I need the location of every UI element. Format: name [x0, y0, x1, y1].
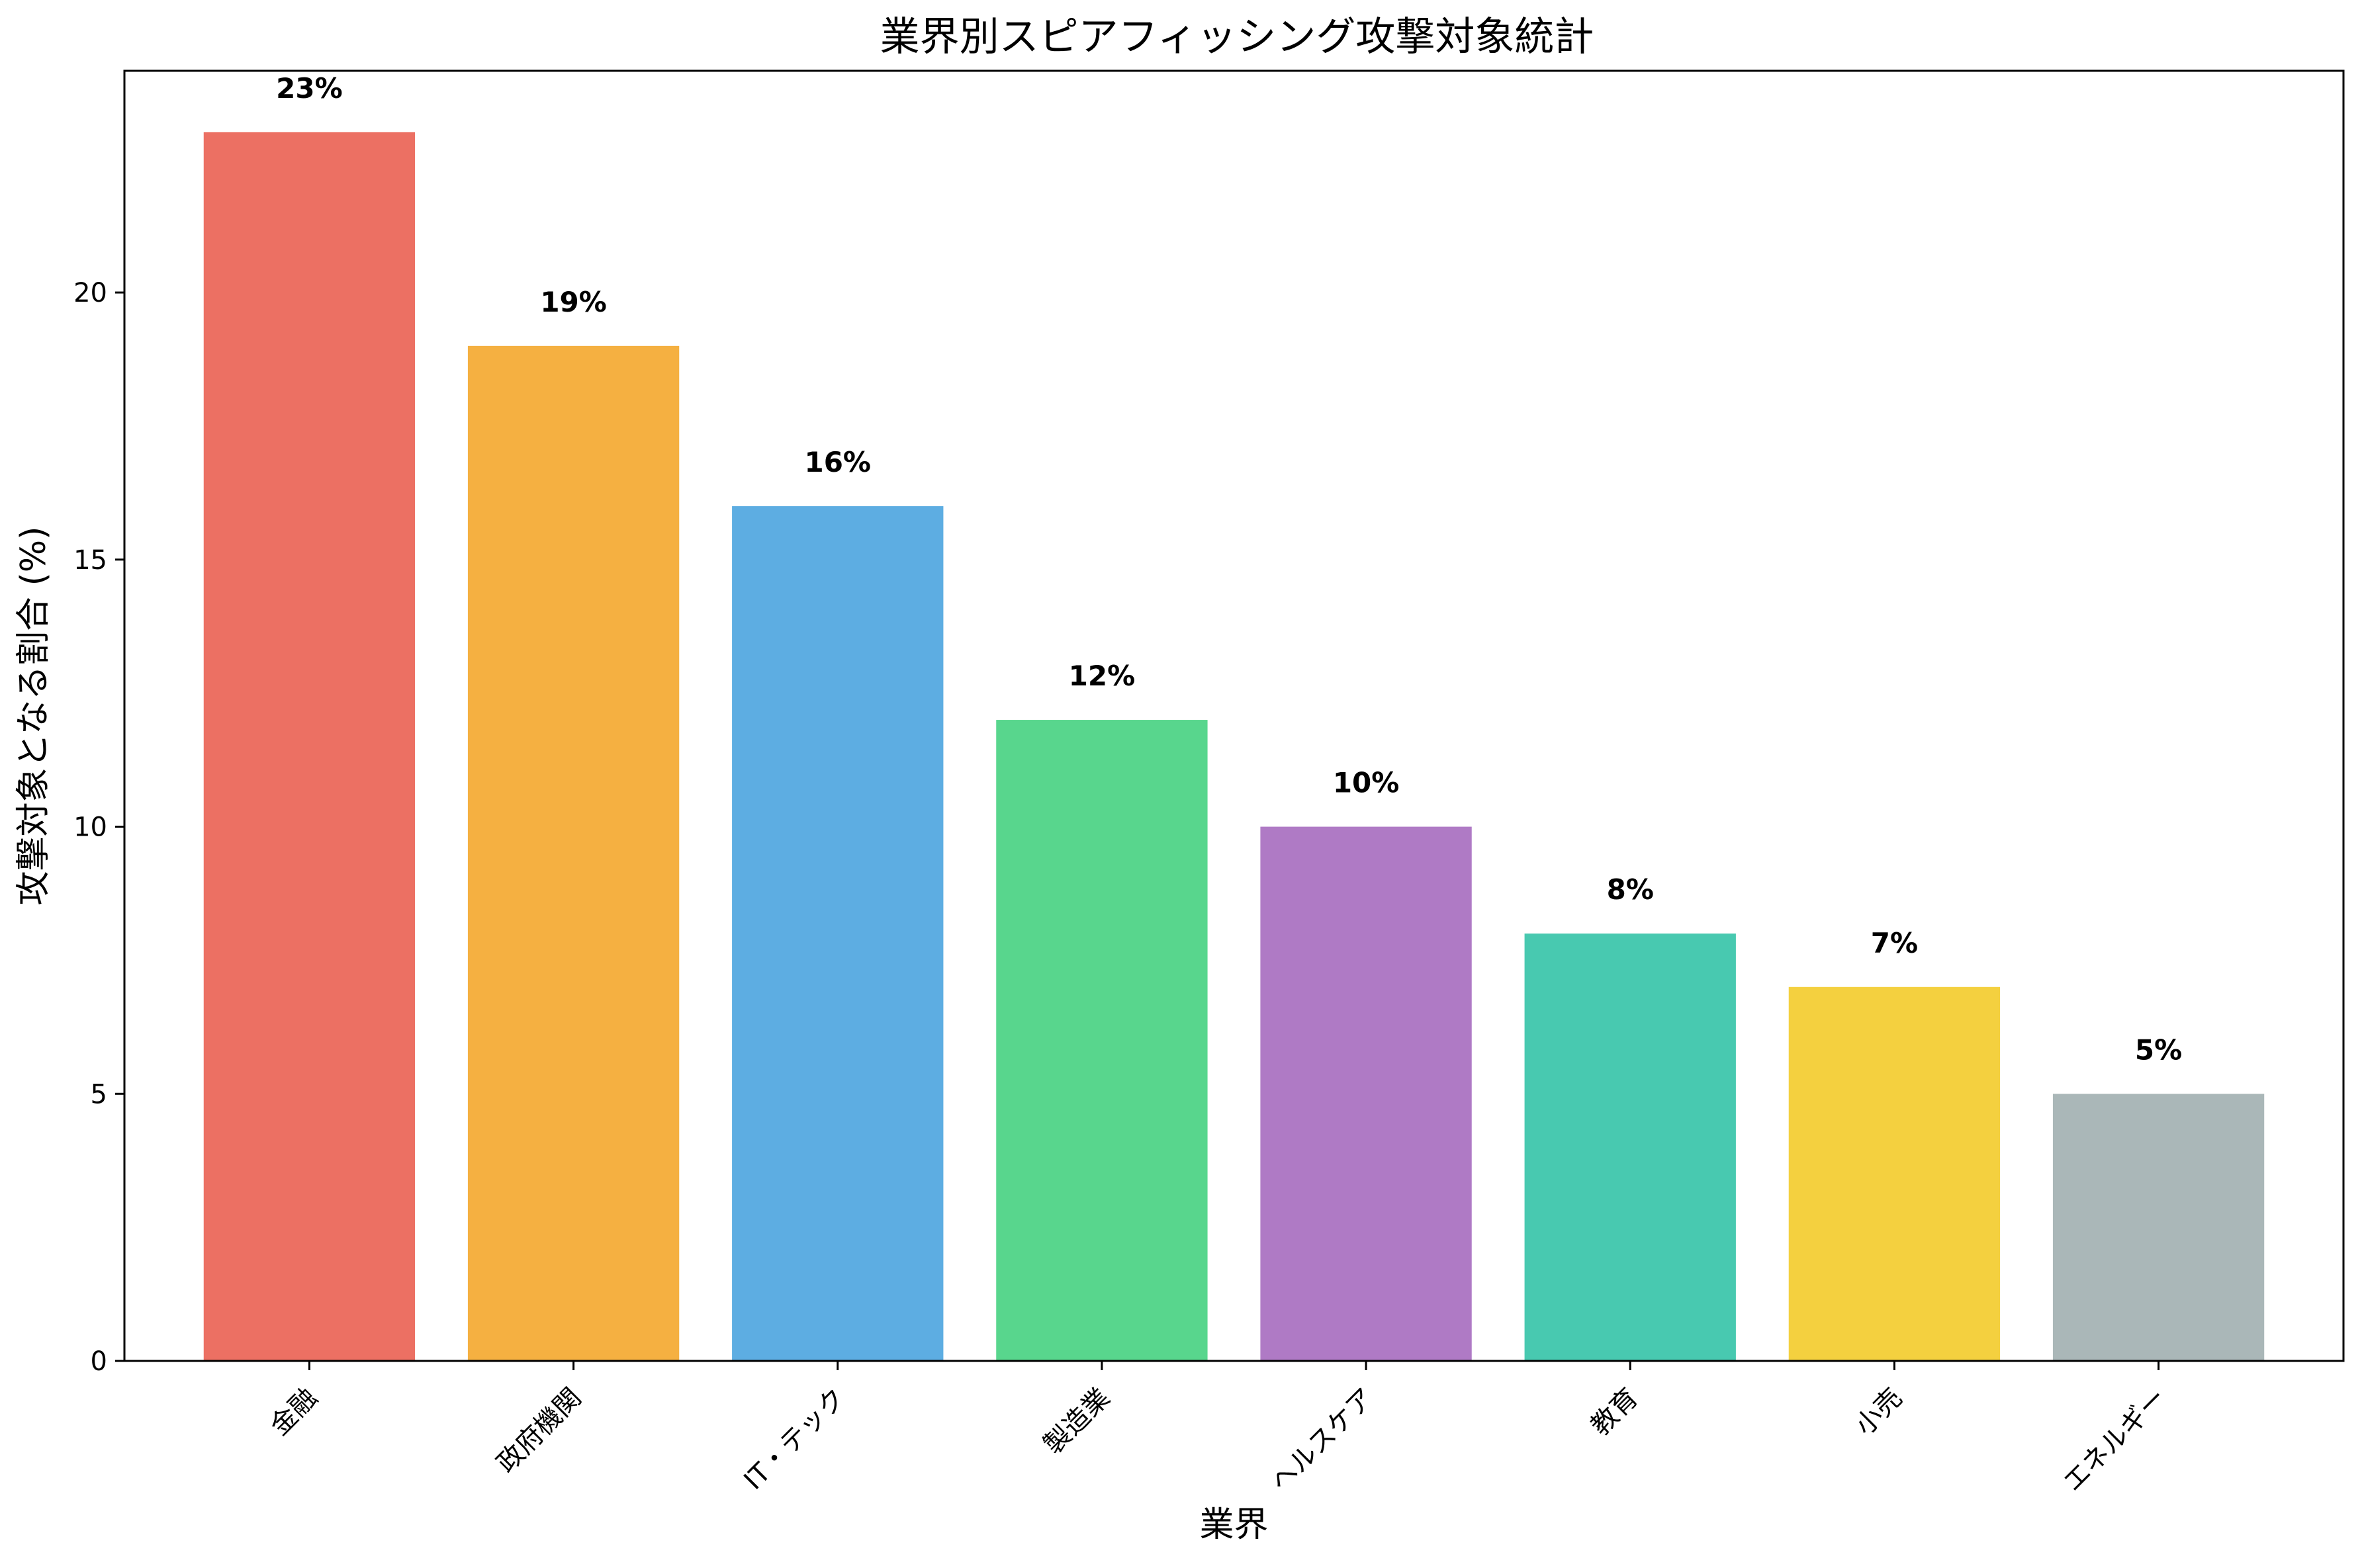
bar-value-label: 5%	[2135, 1033, 2182, 1066]
y-tick-label: 5	[91, 1079, 107, 1110]
bar-3	[996, 720, 1208, 1361]
y-tick-label: 20	[73, 278, 107, 308]
y-tick-label: 15	[73, 545, 107, 576]
bars-group	[203, 132, 2265, 1362]
bar-value-label: 12%	[1069, 660, 1136, 692]
bar-4	[1260, 826, 1472, 1361]
x-tick-label: 政府機関	[491, 1383, 588, 1479]
bar-value-label: 23%	[276, 72, 343, 105]
bar-7	[2052, 1094, 2265, 1361]
x-tick-label: 金融	[264, 1383, 323, 1442]
y-tick-label: 10	[73, 812, 107, 843]
x-axis-ticks: 金融 政府機関 IT・テック 製造業 ヘルスケア 教育 小売 エネルギー	[264, 1361, 2173, 1498]
plot-frame	[123, 69, 2345, 1362]
bar-value-label: 16%	[804, 446, 871, 478]
bar-value-label: 19%	[540, 286, 607, 318]
y-tick-label: 0	[91, 1346, 107, 1377]
x-tick-label: 教育	[1585, 1383, 1644, 1442]
x-axis-label: 業界	[1199, 1505, 1268, 1545]
x-tick-label: 製造業	[1038, 1383, 1116, 1460]
y-axis-label: 攻撃対象となる割合 (%)	[14, 527, 54, 906]
bar-1	[467, 345, 680, 1361]
x-tick-label: エネルギー	[2058, 1383, 2173, 1498]
bar-value-label: 7%	[1871, 927, 1918, 959]
x-tick-label: IT・テック	[739, 1383, 852, 1496]
x-tick-label: 小売	[1849, 1383, 1908, 1442]
chart-title: 業界別スピアフィッシング攻撃対象統計	[880, 14, 1594, 60]
bar-6	[1788, 986, 2001, 1361]
bar-2	[732, 506, 944, 1362]
bar-value-label: 8%	[1607, 873, 1654, 906]
bar-value-label: 10%	[1333, 767, 1400, 799]
x-tick-label: ヘルスケア	[1265, 1383, 1380, 1498]
bar-0	[203, 132, 416, 1361]
y-axis-ticks: 0 5 10 15 20	[73, 278, 124, 1377]
bar-5	[1524, 934, 1736, 1361]
value-labels-group: 23% 19% 16% 12% 10% 8% 7% 5%	[276, 72, 2182, 1066]
